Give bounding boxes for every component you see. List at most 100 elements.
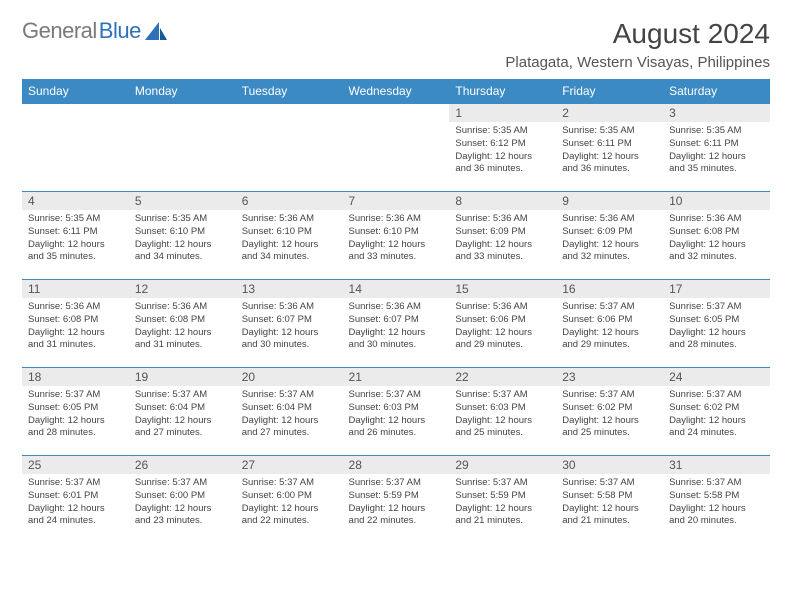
calendar-day-cell: 12Sunrise: 5:36 AMSunset: 6:08 PMDayligh…	[129, 280, 236, 368]
day-number: 31	[663, 456, 770, 474]
calendar-week-row: 4Sunrise: 5:35 AMSunset: 6:11 PMDaylight…	[22, 192, 770, 280]
calendar-day-cell: 18Sunrise: 5:37 AMSunset: 6:05 PMDayligh…	[22, 368, 129, 456]
calendar-table: SundayMondayTuesdayWednesdayThursdayFrid…	[22, 79, 770, 544]
day-number: 16	[556, 280, 663, 298]
calendar-day-cell: 21Sunrise: 5:37 AMSunset: 6:03 PMDayligh…	[343, 368, 450, 456]
weekday-header: Friday	[556, 79, 663, 104]
day-number: 6	[236, 192, 343, 210]
calendar-day-cell: 11Sunrise: 5:36 AMSunset: 6:08 PMDayligh…	[22, 280, 129, 368]
day-details: Sunrise: 5:37 AMSunset: 5:59 PMDaylight:…	[343, 474, 450, 532]
day-details: Sunrise: 5:37 AMSunset: 6:04 PMDaylight:…	[236, 386, 343, 444]
day-number: 1	[449, 104, 556, 122]
day-number: 27	[236, 456, 343, 474]
calendar-day-cell	[129, 104, 236, 192]
day-details: Sunrise: 5:37 AMSunset: 5:59 PMDaylight:…	[449, 474, 556, 532]
calendar-day-cell: 3Sunrise: 5:35 AMSunset: 6:11 PMDaylight…	[663, 104, 770, 192]
logo: GeneralBlue	[22, 18, 167, 44]
day-number: 28	[343, 456, 450, 474]
weekday-header-row: SundayMondayTuesdayWednesdayThursdayFrid…	[22, 79, 770, 104]
day-number: 13	[236, 280, 343, 298]
calendar-day-cell: 4Sunrise: 5:35 AMSunset: 6:11 PMDaylight…	[22, 192, 129, 280]
day-details: Sunrise: 5:37 AMSunset: 5:58 PMDaylight:…	[556, 474, 663, 532]
day-number: 29	[449, 456, 556, 474]
day-details: Sunrise: 5:37 AMSunset: 6:00 PMDaylight:…	[129, 474, 236, 532]
calendar-day-cell: 16Sunrise: 5:37 AMSunset: 6:06 PMDayligh…	[556, 280, 663, 368]
day-number: 17	[663, 280, 770, 298]
calendar-day-cell: 20Sunrise: 5:37 AMSunset: 6:04 PMDayligh…	[236, 368, 343, 456]
calendar-day-cell: 6Sunrise: 5:36 AMSunset: 6:10 PMDaylight…	[236, 192, 343, 280]
month-title: August 2024	[505, 18, 770, 50]
logo-sail-icon	[145, 22, 167, 40]
day-details: Sunrise: 5:36 AMSunset: 6:07 PMDaylight:…	[343, 298, 450, 356]
day-number: 7	[343, 192, 450, 210]
calendar-day-cell	[22, 104, 129, 192]
day-number: 30	[556, 456, 663, 474]
day-number: 2	[556, 104, 663, 122]
calendar-day-cell: 28Sunrise: 5:37 AMSunset: 5:59 PMDayligh…	[343, 456, 450, 544]
day-details: Sunrise: 5:36 AMSunset: 6:08 PMDaylight:…	[663, 210, 770, 268]
day-number: 18	[22, 368, 129, 386]
day-number: 15	[449, 280, 556, 298]
location-text: Platagata, Western Visayas, Philippines	[505, 54, 770, 71]
calendar-day-cell: 17Sunrise: 5:37 AMSunset: 6:05 PMDayligh…	[663, 280, 770, 368]
day-details: Sunrise: 5:35 AMSunset: 6:12 PMDaylight:…	[449, 122, 556, 180]
day-details: Sunrise: 5:37 AMSunset: 6:03 PMDaylight:…	[343, 386, 450, 444]
day-details: Sunrise: 5:36 AMSunset: 6:10 PMDaylight:…	[236, 210, 343, 268]
calendar-day-cell: 26Sunrise: 5:37 AMSunset: 6:00 PMDayligh…	[129, 456, 236, 544]
calendar-week-row: 18Sunrise: 5:37 AMSunset: 6:05 PMDayligh…	[22, 368, 770, 456]
day-details: Sunrise: 5:37 AMSunset: 6:05 PMDaylight:…	[663, 298, 770, 356]
day-details: Sunrise: 5:37 AMSunset: 6:01 PMDaylight:…	[22, 474, 129, 532]
day-number: 19	[129, 368, 236, 386]
day-number: 8	[449, 192, 556, 210]
calendar-day-cell: 23Sunrise: 5:37 AMSunset: 6:02 PMDayligh…	[556, 368, 663, 456]
calendar-day-cell: 27Sunrise: 5:37 AMSunset: 6:00 PMDayligh…	[236, 456, 343, 544]
day-details: Sunrise: 5:36 AMSunset: 6:08 PMDaylight:…	[129, 298, 236, 356]
calendar-day-cell	[236, 104, 343, 192]
calendar-day-cell: 9Sunrise: 5:36 AMSunset: 6:09 PMDaylight…	[556, 192, 663, 280]
calendar-day-cell: 24Sunrise: 5:37 AMSunset: 6:02 PMDayligh…	[663, 368, 770, 456]
calendar-day-cell: 15Sunrise: 5:36 AMSunset: 6:06 PMDayligh…	[449, 280, 556, 368]
weekday-header: Wednesday	[343, 79, 450, 104]
calendar-day-cell: 10Sunrise: 5:36 AMSunset: 6:08 PMDayligh…	[663, 192, 770, 280]
day-number: 21	[343, 368, 450, 386]
day-number: 4	[22, 192, 129, 210]
day-number: 22	[449, 368, 556, 386]
calendar-week-row: 25Sunrise: 5:37 AMSunset: 6:01 PMDayligh…	[22, 456, 770, 544]
day-details: Sunrise: 5:37 AMSunset: 5:58 PMDaylight:…	[663, 474, 770, 532]
day-details: Sunrise: 5:37 AMSunset: 6:04 PMDaylight:…	[129, 386, 236, 444]
calendar-day-cell: 30Sunrise: 5:37 AMSunset: 5:58 PMDayligh…	[556, 456, 663, 544]
day-details: Sunrise: 5:37 AMSunset: 6:03 PMDaylight:…	[449, 386, 556, 444]
day-details: Sunrise: 5:37 AMSunset: 6:00 PMDaylight:…	[236, 474, 343, 532]
day-details: Sunrise: 5:36 AMSunset: 6:10 PMDaylight:…	[343, 210, 450, 268]
day-number: 26	[129, 456, 236, 474]
calendar-day-cell: 31Sunrise: 5:37 AMSunset: 5:58 PMDayligh…	[663, 456, 770, 544]
day-number: 3	[663, 104, 770, 122]
day-number: 23	[556, 368, 663, 386]
day-number: 24	[663, 368, 770, 386]
calendar-day-cell: 29Sunrise: 5:37 AMSunset: 5:59 PMDayligh…	[449, 456, 556, 544]
calendar-week-row: 11Sunrise: 5:36 AMSunset: 6:08 PMDayligh…	[22, 280, 770, 368]
title-block: August 2024 Platagata, Western Visayas, …	[505, 18, 770, 71]
calendar-week-row: 1Sunrise: 5:35 AMSunset: 6:12 PMDaylight…	[22, 104, 770, 192]
day-number: 12	[129, 280, 236, 298]
day-number: 25	[22, 456, 129, 474]
day-details: Sunrise: 5:36 AMSunset: 6:09 PMDaylight:…	[449, 210, 556, 268]
calendar-day-cell	[343, 104, 450, 192]
weekday-header: Monday	[129, 79, 236, 104]
day-details: Sunrise: 5:35 AMSunset: 6:11 PMDaylight:…	[22, 210, 129, 268]
day-details: Sunrise: 5:36 AMSunset: 6:07 PMDaylight:…	[236, 298, 343, 356]
calendar-day-cell: 25Sunrise: 5:37 AMSunset: 6:01 PMDayligh…	[22, 456, 129, 544]
logo-text-2: Blue	[99, 18, 141, 44]
day-details: Sunrise: 5:35 AMSunset: 6:10 PMDaylight:…	[129, 210, 236, 268]
day-number: 10	[663, 192, 770, 210]
weekday-header: Saturday	[663, 79, 770, 104]
day-details: Sunrise: 5:35 AMSunset: 6:11 PMDaylight:…	[556, 122, 663, 180]
page-header: GeneralBlue August 2024 Platagata, Weste…	[22, 18, 770, 71]
day-details: Sunrise: 5:36 AMSunset: 6:09 PMDaylight:…	[556, 210, 663, 268]
day-details: Sunrise: 5:37 AMSunset: 6:06 PMDaylight:…	[556, 298, 663, 356]
calendar-day-cell: 7Sunrise: 5:36 AMSunset: 6:10 PMDaylight…	[343, 192, 450, 280]
calendar-day-cell: 8Sunrise: 5:36 AMSunset: 6:09 PMDaylight…	[449, 192, 556, 280]
day-details: Sunrise: 5:37 AMSunset: 6:02 PMDaylight:…	[663, 386, 770, 444]
day-number: 20	[236, 368, 343, 386]
day-number: 11	[22, 280, 129, 298]
